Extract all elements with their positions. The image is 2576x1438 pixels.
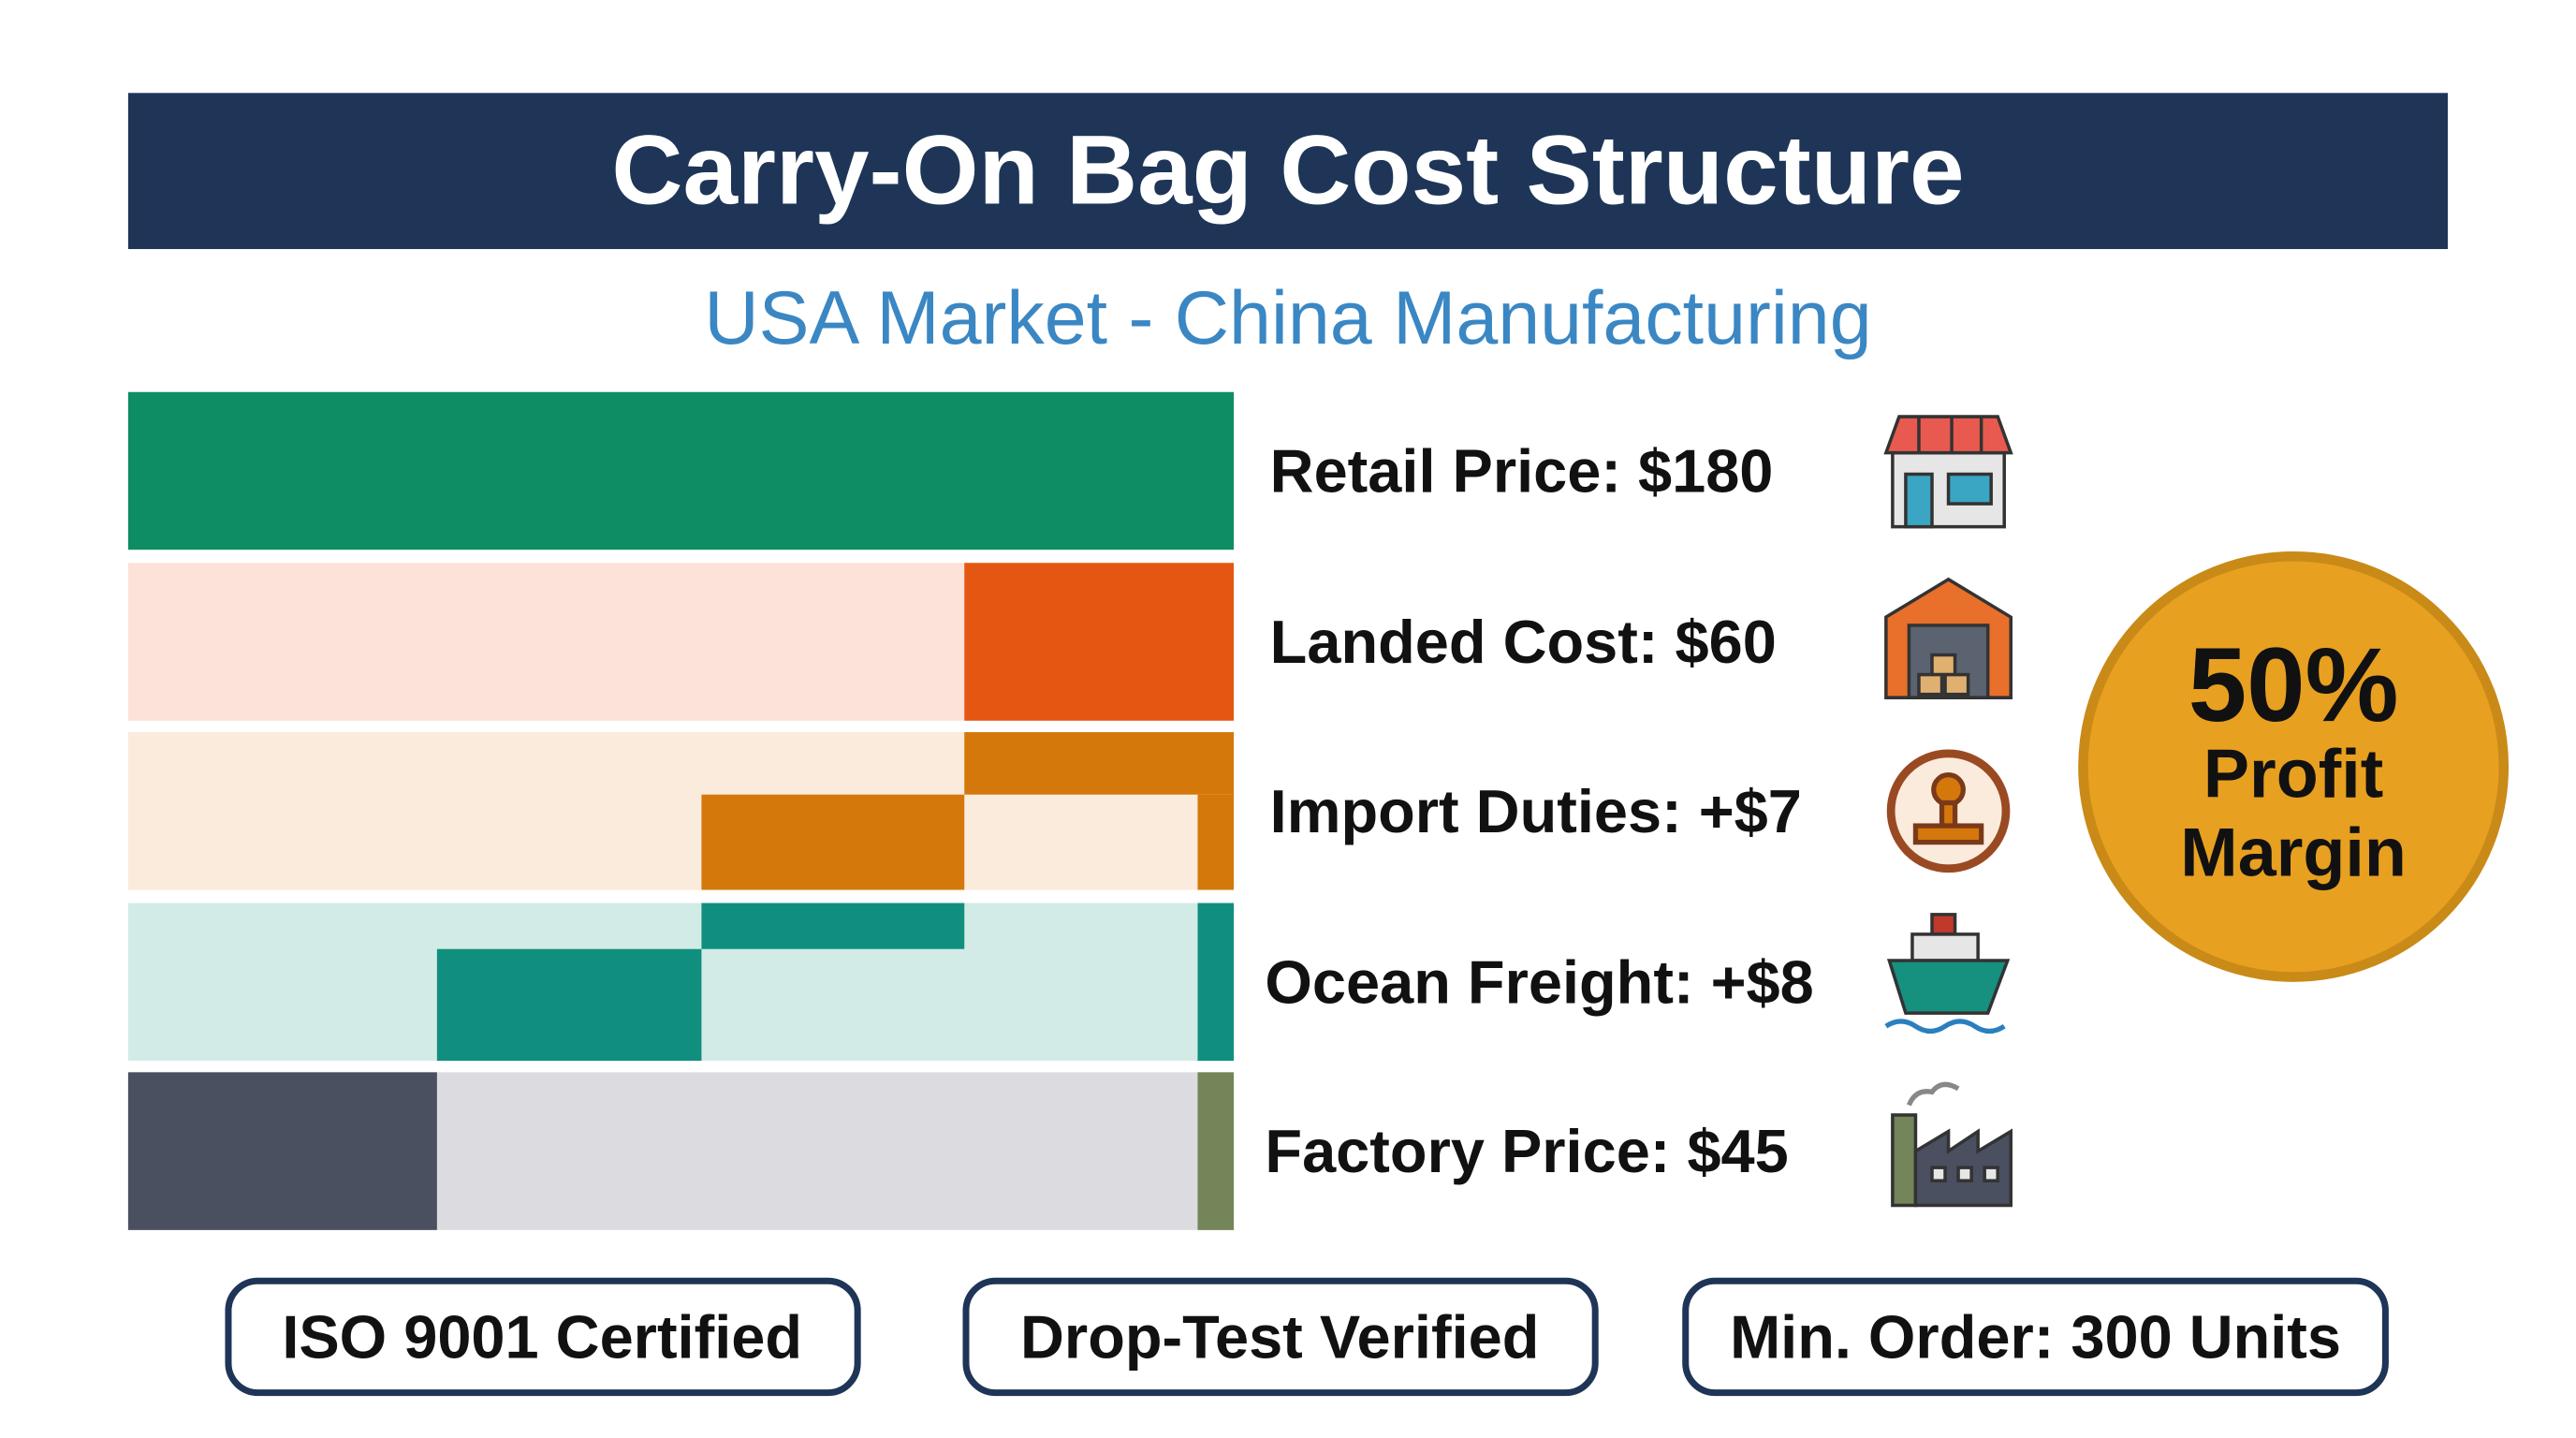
tag-text: Drop-Test Verified xyxy=(1020,1302,1539,1371)
bar-segment xyxy=(1197,902,1235,1062)
icon-ship xyxy=(1884,913,2011,1034)
row-label: Factory Price: $45 xyxy=(1265,1117,1788,1185)
icon-stamp xyxy=(1886,749,2011,873)
tag-text: ISO 9001 Certified xyxy=(282,1302,802,1371)
header-bar xyxy=(127,93,2449,250)
bar-segment xyxy=(1197,1072,1235,1230)
tag-pill xyxy=(962,1277,1599,1397)
row-label: Import Duties: +$7 xyxy=(1270,777,1802,845)
bar-segment xyxy=(964,563,1235,721)
row-label: Retail Price: $180 xyxy=(1270,436,1774,505)
row-label: Ocean Freight: +$8 xyxy=(1265,947,1813,1016)
icon-store xyxy=(1883,415,2013,529)
icon-factory xyxy=(1891,1081,2012,1208)
badge-text: Profit xyxy=(2203,734,2383,812)
bar-segment xyxy=(701,902,965,949)
bars xyxy=(127,391,1235,1230)
badge-text: Margin xyxy=(2180,814,2407,891)
icon-warehouse xyxy=(1884,577,2012,699)
tag-pill xyxy=(225,1277,861,1397)
bar-segment xyxy=(964,732,1235,795)
bar-segment xyxy=(701,794,965,890)
tag-pill xyxy=(1682,1277,2389,1397)
title: Carry-On Bag Cost Structure xyxy=(611,115,1964,225)
badge-value: 50% xyxy=(2188,625,2399,743)
bar-segment xyxy=(436,948,702,1062)
tag-text: Min. Order: 300 Units xyxy=(1730,1302,2341,1371)
bar-segment xyxy=(1197,794,1235,890)
row-label: Landed Cost: $60 xyxy=(1270,608,1777,676)
bar-segment xyxy=(127,391,1235,550)
profit-badge: 50% Profit Margin xyxy=(2078,550,2510,982)
bar-segment xyxy=(127,1072,437,1230)
subtitle: USA Market - China Manufacturing xyxy=(704,276,1871,360)
